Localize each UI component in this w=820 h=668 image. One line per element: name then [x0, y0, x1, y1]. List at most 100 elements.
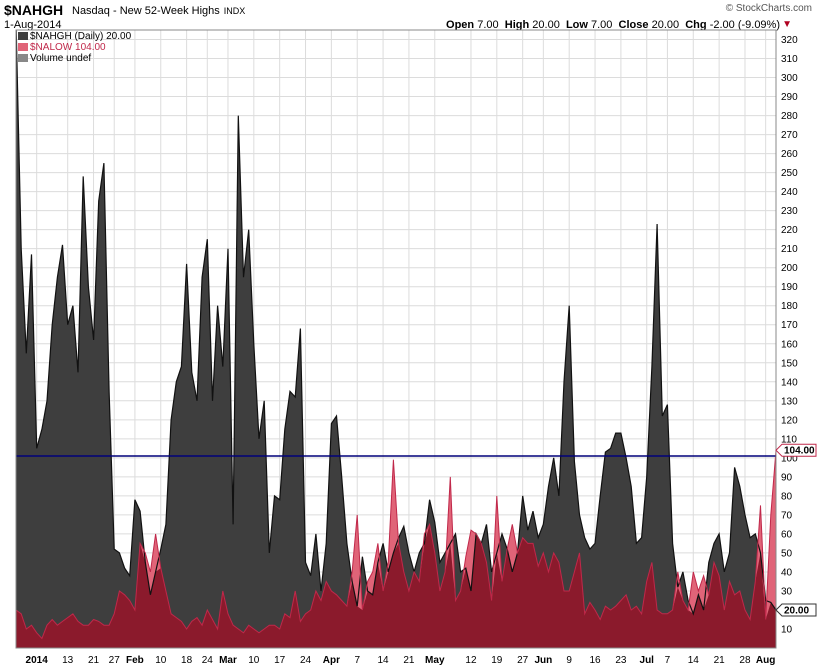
x-tick-label: 19	[491, 655, 503, 666]
y-tick-label: 220	[781, 225, 798, 236]
y-tick-label: 30	[781, 586, 793, 597]
down-arrow-icon: ▼	[782, 19, 792, 30]
x-tick-label: 27	[517, 655, 529, 666]
y-tick-label: 90	[781, 472, 793, 483]
x-tick-label: 10	[155, 655, 167, 666]
y-tick-label: 10	[781, 624, 793, 635]
chg-value: -2.00 (-9.09%)	[709, 19, 780, 31]
low-value: 7.00	[591, 19, 613, 31]
y-tick-label: 260	[781, 149, 798, 160]
y-tick-label: 40	[781, 567, 793, 578]
x-tick-label: 21	[88, 655, 100, 666]
legend-highs: $NAHGH (Daily) 20.00	[18, 31, 131, 42]
brand-label: © StockCharts.com	[725, 3, 812, 14]
x-tick-label: 18	[181, 655, 193, 666]
y-tick-label: 120	[781, 415, 798, 426]
x-tick-label: 21	[403, 655, 415, 666]
high-value: 20.00	[532, 19, 560, 31]
x-tick-label: Mar	[219, 655, 237, 666]
lows-swatch-icon	[18, 43, 28, 51]
x-tick-label: 24	[300, 655, 312, 666]
volume-swatch-icon	[18, 54, 28, 62]
high-label: High	[504, 19, 530, 31]
series-highs-line	[16, 30, 776, 616]
x-tick-label: 23	[615, 655, 627, 666]
x-tick-label: 14	[378, 655, 390, 666]
y-tick-label: 130	[781, 396, 798, 407]
y-tick-label: 250	[781, 168, 798, 179]
x-tick-label: 27	[109, 655, 121, 666]
close-value: 20.00	[651, 19, 680, 31]
y-tick-label: 190	[781, 282, 798, 293]
x-tick-label: 2014	[26, 655, 49, 666]
x-tick-label: 16	[589, 655, 601, 666]
highs-value-tag-box	[775, 603, 817, 617]
y-tick-label: 170	[781, 320, 798, 331]
y-tick-label: 320	[781, 35, 798, 46]
x-tick-label: 7	[665, 655, 671, 666]
y-tick-label: 200	[781, 263, 798, 274]
highs-value-tag-text: 20.00	[784, 605, 809, 616]
y-tick-label: 100	[781, 453, 798, 464]
x-tick-label: Apr	[323, 655, 340, 666]
legend-volume-label: Volume undef	[30, 53, 92, 64]
x-tick-label: Feb	[126, 655, 144, 666]
chg-label: Chg	[685, 19, 707, 31]
lows-value-tag: 104.00	[775, 443, 817, 457]
y-tick-label: 110	[781, 434, 797, 445]
legend-volume: Volume undef	[18, 53, 91, 64]
y-tick-label: 150	[781, 358, 798, 369]
lows-value-tag-text: 104.00	[784, 446, 815, 457]
y-tick-label: 50	[781, 548, 793, 559]
y-tick-label: 60	[781, 529, 793, 540]
series-highs-area	[16, 30, 776, 648]
chart-date: 1-Aug-2014	[4, 19, 62, 31]
highs-value-tag: 20.00	[775, 603, 817, 617]
y-tick-label: 160	[781, 339, 798, 350]
highs-swatch-icon	[18, 32, 28, 40]
y-tick-label: 300	[781, 73, 798, 84]
x-tick-label: 14	[688, 655, 700, 666]
plot-frame	[15, 29, 777, 649]
series-lows-line	[16, 450, 776, 640]
x-tick-label: 28	[739, 655, 751, 666]
x-tick-label: 17	[274, 655, 286, 666]
y-tick-label: 80	[781, 491, 793, 502]
y-tick-label: 280	[781, 111, 798, 122]
y-tick-label: 310	[781, 54, 798, 65]
y-tick-label: 230	[781, 206, 798, 217]
x-tick-label: Jul	[640, 655, 655, 666]
x-tick-label: 21	[714, 655, 726, 666]
legend-lows: $NALOW 104.00	[18, 42, 106, 53]
y-tick-label: 210	[781, 244, 798, 255]
lows-value-tag-box	[775, 443, 817, 457]
y-tick-label: 70	[781, 510, 793, 521]
x-tick-label: 7	[354, 655, 360, 666]
open-label: Open	[446, 19, 475, 31]
x-tick-label: 9	[566, 655, 572, 666]
legend-highs-label: $NAHGH (Daily) 20.00	[30, 31, 132, 42]
low-label: Low	[565, 19, 588, 31]
x-tick-label: Aug	[756, 655, 775, 666]
ohlc-readout: Open 7.00 High 20.00 Low 7.00 Close 20.0…	[446, 19, 780, 31]
x-tick-label: Jun	[534, 655, 552, 666]
close-label: Close	[618, 19, 649, 31]
legend-lows-label: $NALOW 104.00	[30, 42, 106, 53]
symbol-description: Nasdaq - New 52-Week Highs INDX	[72, 5, 245, 17]
x-tick-label: 12	[465, 655, 477, 666]
index-name: Nasdaq - New 52-Week Highs	[72, 5, 220, 17]
symbol-title: $NAHGH	[4, 2, 64, 18]
x-tick-label: 10	[248, 655, 260, 666]
x-tick-label: May	[425, 655, 445, 666]
series-overlap-area	[16, 524, 776, 648]
y-tick-label: 240	[781, 187, 798, 198]
y-tick-label: 290	[781, 92, 798, 103]
x-tick-label: 13	[62, 655, 74, 666]
exchange-label: INDX	[223, 6, 246, 16]
y-tick-label: 270	[781, 130, 798, 141]
x-tick-label: 24	[202, 655, 214, 666]
y-tick-label: 180	[781, 301, 798, 312]
y-tick-label: 140	[781, 377, 798, 388]
